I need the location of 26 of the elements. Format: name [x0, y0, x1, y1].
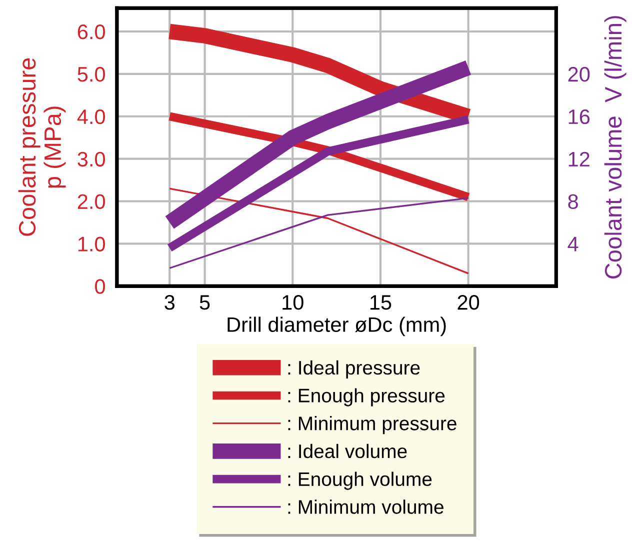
legend-label: : Minimum pressure [288, 416, 456, 434]
y-tick-label: 2.0 [78, 194, 105, 210]
x-tick-label: 5 [200, 295, 210, 310]
x-axis-title: Drill diameter øDc (mm) [228, 316, 446, 336]
legend-label: : Enough pressure [288, 388, 445, 406]
y2-tick-label: 12 [568, 152, 590, 166]
x-tick-label: 3 [164, 295, 175, 310]
y2-tick-label: 16 [568, 109, 590, 124]
x-tick-label: 15 [370, 295, 392, 310]
y-tick-label: 1.0 [78, 236, 105, 252]
y-tick-label: 4.0 [77, 109, 105, 124]
y2-axis-title: Coolant volume V (l/min) [604, 16, 626, 278]
y2-tick-label: 20 [568, 66, 590, 82]
legend-label: : Ideal pressure [288, 360, 420, 378]
legend-label: : Enough volume [288, 472, 432, 490]
y-axis-title: Coolant pressure p (MPa) [18, 58, 66, 236]
y-tick-label: 0 [95, 279, 105, 294]
legend-label: : Minimum volume [288, 500, 444, 514]
y2-tick-label: 4 [568, 236, 578, 252]
y-tick-label: 3.0 [78, 152, 105, 167]
y-tick-label: 6.0 [78, 24, 105, 40]
legend-label: : Ideal volume [288, 444, 407, 458]
x-tick-label: 20 [458, 295, 480, 310]
y2-tick-label: 8 [568, 194, 578, 210]
x-tick-label: 10 [282, 295, 304, 310]
y-tick-label: 5.0 [78, 66, 105, 82]
